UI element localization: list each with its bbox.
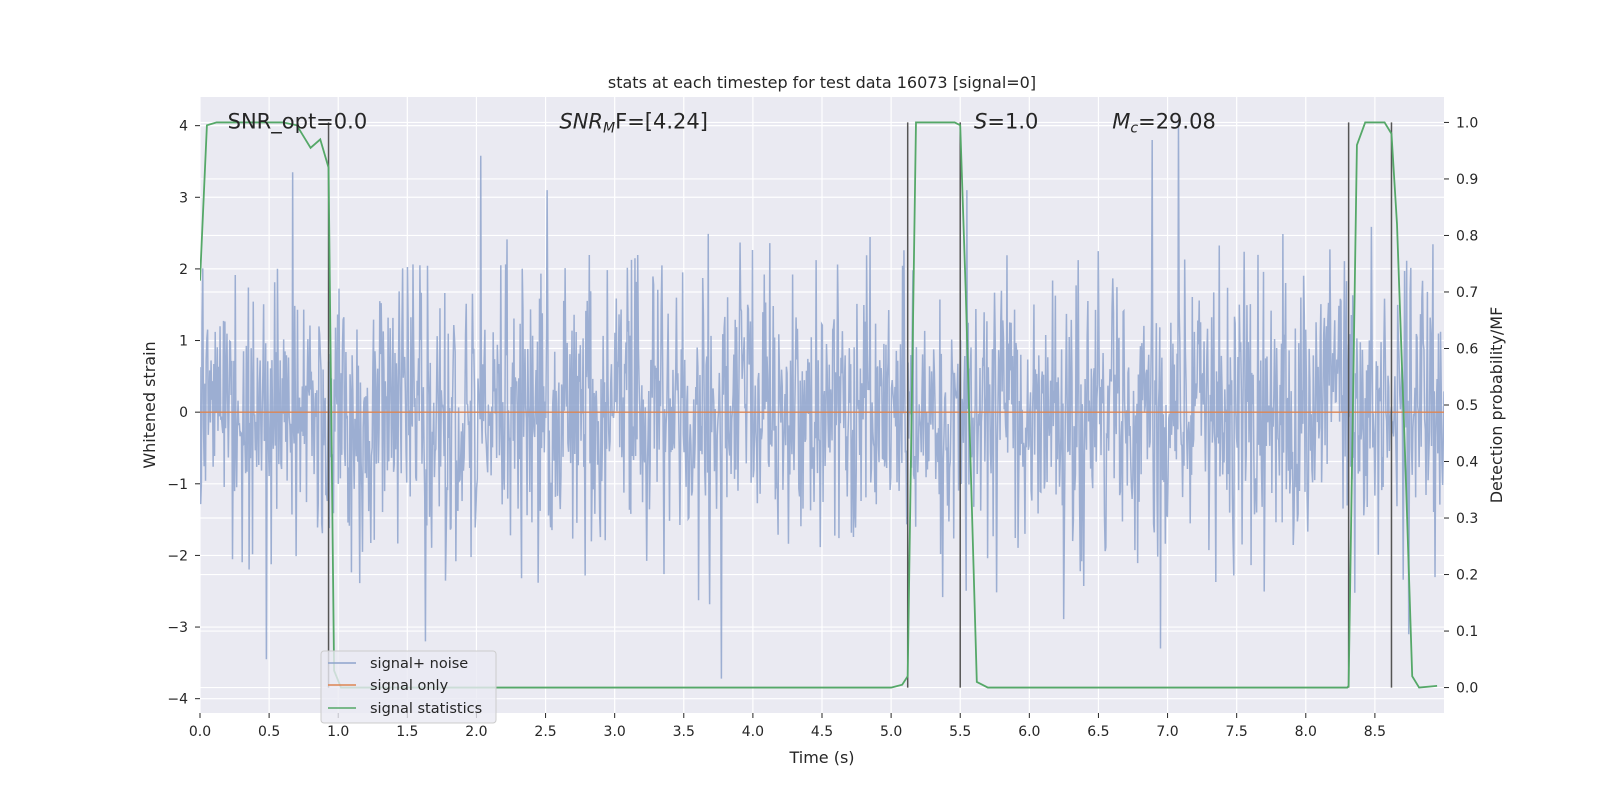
- x-tick-label: 0.0: [189, 724, 211, 740]
- x-tick-label: 4.0: [742, 724, 764, 740]
- legend: signal+ noise signal only signal statist…: [320, 650, 497, 724]
- x-axis-ticks: 0.0 0.5 1.0 1.5 2.0 2.5 3.0 3.5 4.0 4.5 5.0 5.5 6.0 6…: [189, 713, 1386, 740]
- x-tick-label: 7.0: [1156, 724, 1178, 740]
- y2-tick-label: 0.1: [1456, 624, 1478, 640]
- legend-label-signal: signal only: [370, 678, 449, 694]
- y2-tick-label: 0.7: [1456, 285, 1478, 301]
- annotation-text: SNRMF=[4.24]: [559, 110, 708, 137]
- x-tick-label: 8.5: [1364, 724, 1386, 740]
- chart-title: stats at each timestep for test data 160…: [608, 73, 1036, 92]
- y2-tick-label: 0.6: [1456, 341, 1478, 357]
- annotation-text: Mc=29.08: [1112, 110, 1216, 137]
- legend-label-noise: signal+ noise: [370, 656, 468, 672]
- y-tick-label: 4: [179, 119, 188, 135]
- x-tick-label: 0.5: [258, 724, 280, 740]
- y2-axis-label: Detection probability/MF: [1487, 307, 1506, 504]
- x-tick-label: 4.5: [811, 724, 833, 740]
- y-tick-label: −1: [167, 477, 188, 493]
- legend-box: [320, 650, 497, 724]
- x-axis-label: Time (s): [788, 748, 854, 767]
- y2-tick-label: 0.5: [1456, 398, 1478, 414]
- x-tick-label: 5.5: [949, 724, 971, 740]
- y-tick-label: −4: [167, 692, 188, 708]
- data-layer: [200, 121, 1444, 689]
- noise-series-line: [200, 122, 1444, 679]
- x-tick-label: 2.0: [465, 724, 487, 740]
- y2-tick-label: 1.0: [1456, 115, 1478, 131]
- y-tick-label: −3: [167, 620, 188, 636]
- y2-axis-ticks: 1.0 0.9 0.8 0.7 0.6 0.5 0.4 0.3 0.2 0.1 0.0: [1444, 115, 1478, 697]
- x-tick-label: 2.5: [534, 724, 556, 740]
- y-tick-label: 2: [179, 262, 188, 278]
- y-tick-label: −2: [167, 548, 188, 564]
- y-axis-label: Whitened strain: [140, 341, 159, 468]
- legend-label-stat: signal statistics: [370, 701, 482, 717]
- y2-tick-label: 0.9: [1456, 172, 1478, 188]
- stat-series-line: [200, 121, 1438, 689]
- y-tick-label: 1: [179, 334, 188, 350]
- x-tick-label: 1.5: [396, 724, 418, 740]
- x-tick-label: 5.0: [880, 724, 902, 740]
- y2-tick-label: 0.3: [1456, 511, 1478, 527]
- y-tick-label: 0: [179, 405, 188, 421]
- y2-tick-label: 0.0: [1456, 681, 1478, 697]
- x-tick-label: 6.5: [1087, 724, 1109, 740]
- x-tick-label: 6.0: [1018, 724, 1040, 740]
- x-tick-label: 1.0: [327, 724, 349, 740]
- y-axis-ticks: 4 3 2 1 0 −1 −2 −3 −4: [167, 119, 200, 708]
- y2-tick-label: 0.8: [1456, 228, 1478, 244]
- x-tick-label: 7.5: [1226, 724, 1248, 740]
- y2-tick-label: 0.4: [1456, 455, 1478, 471]
- annotation-text: S=1.0: [974, 110, 1038, 134]
- x-tick-label: 3.0: [604, 724, 626, 740]
- y2-tick-label: 0.2: [1456, 568, 1478, 584]
- annotations: SNR_opt=0.0 SNRMF=[4.24] S=1.0 Mc=29.08: [228, 110, 1216, 137]
- x-tick-label: 8.0: [1295, 724, 1317, 740]
- x-tick-label: 3.5: [673, 724, 695, 740]
- y-tick-label: 3: [179, 190, 188, 206]
- annotation-text: SNR_opt=0.0: [228, 110, 368, 135]
